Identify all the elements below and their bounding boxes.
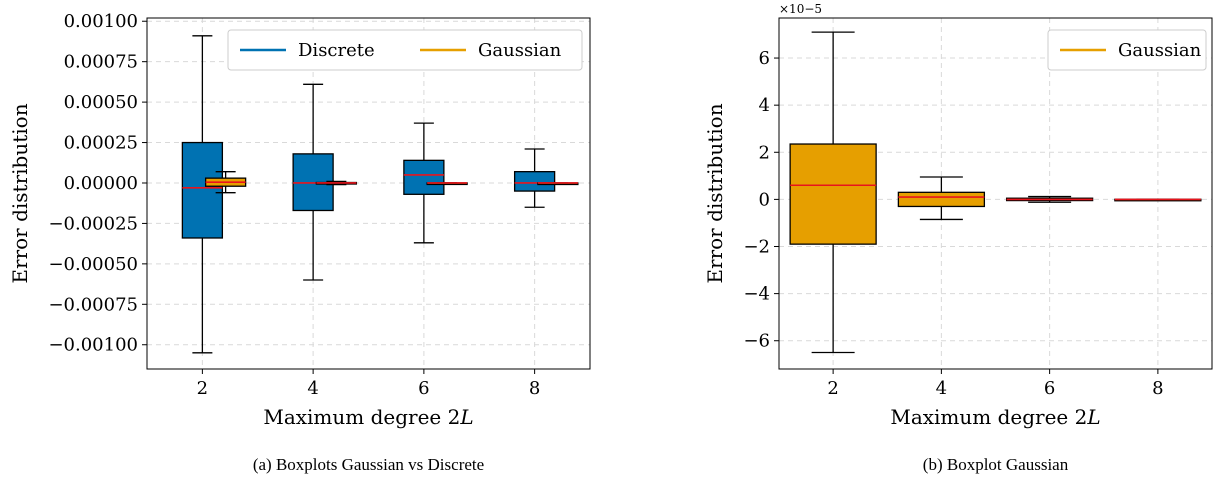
plot-frame-b <box>778 17 1213 370</box>
box-gaussian-4 <box>897 176 986 221</box>
y-tick-label: −6 <box>743 331 770 352</box>
y-tick-label: −2 <box>743 237 770 258</box>
ticks-a: 0.00100 0.00075 0.00050 0.00025 0.00000 −0.00… <box>48 11 540 399</box>
y-axis-label: Error distribution <box>703 103 727 283</box>
y-tick-label: 0.00100 <box>64 11 138 32</box>
x-tick-label: 6 <box>1044 378 1055 399</box>
y-tick-label: 0.00025 <box>64 133 138 154</box>
box-body <box>181 141 224 239</box>
caption-a: (a) Boxplots Gaussian vs Discrete <box>253 455 484 474</box>
legend-label-gaussian: Gaussian <box>478 40 562 61</box>
legend-b: Gaussian <box>1047 29 1207 71</box>
box-gaussian-2 <box>789 31 877 354</box>
y-tick-label: −4 <box>743 284 770 305</box>
box-discrete-2 <box>181 35 224 354</box>
box-gaussian-4 <box>315 180 358 186</box>
box-gaussian-8 <box>1114 198 1202 202</box>
y-tick-label: 2 <box>759 142 770 163</box>
ticks-b: 6 4 2 0 −2 −4 −6 2 4 6 8 <box>743 48 1163 399</box>
y-tick-label: 0 <box>759 189 770 210</box>
y-tick-label: 0.00075 <box>64 52 138 73</box>
y-tick-label: 0.00050 <box>64 92 138 113</box>
boxes-a <box>181 35 579 354</box>
chart-a: 0.00100 0.00075 0.00050 0.00025 0.00000 −0.00… <box>8 11 591 474</box>
x-axis-label: Maximum degree 2L <box>890 405 1100 429</box>
box-body <box>513 171 556 192</box>
box-body <box>897 191 986 208</box>
legend-label-gaussian: Gaussian <box>1118 40 1202 61</box>
x-tick-label: 4 <box>936 378 947 399</box>
box-discrete-6 <box>403 122 445 244</box>
x-tick-label: 6 <box>418 378 429 399</box>
legend-a: Discrete Gaussian <box>227 29 583 71</box>
y-tick-label: −0.00025 <box>48 213 138 234</box>
x-tick-label: 2 <box>827 378 838 399</box>
legend-label-discrete: Discrete <box>298 40 375 61</box>
box-gaussian-8 <box>537 182 579 186</box>
legend-box <box>1047 29 1207 71</box>
boxes-b <box>789 31 1202 354</box>
y-tick-label: −0.00075 <box>48 294 138 315</box>
y-tick-label: −0.00050 <box>48 254 138 275</box>
y-tick-label: 0.00000 <box>64 173 138 194</box>
y-tick-label: 4 <box>759 95 770 116</box>
caption-b: (b) Boxplot Gaussian <box>923 455 1069 474</box>
box-body <box>403 159 445 195</box>
x-tick-label: 4 <box>307 378 318 399</box>
y-multiplier: ×10−5 <box>779 2 822 16</box>
chart-b: 6 4 2 0 −2 −4 −6 2 4 6 8 Gaussian ×10−5 Maximum de… <box>703 2 1213 474</box>
box-body <box>789 143 877 245</box>
legend-box <box>227 29 583 71</box>
y-axis-label: Error distribution <box>8 103 32 283</box>
x-tick-label: 2 <box>197 378 208 399</box>
plot-frame-a <box>146 17 591 370</box>
y-tick-label: 6 <box>759 48 770 69</box>
box-discrete-8 <box>513 148 556 208</box>
x-tick-label: 8 <box>529 378 540 399</box>
box-gaussian-2 <box>204 171 247 194</box>
box-gaussian-6 <box>1005 195 1094 203</box>
y-tick-label: −0.00100 <box>48 335 138 356</box>
x-tick-label: 8 <box>1152 378 1163 399</box>
x-axis-label: Maximum degree 2L <box>263 405 473 429</box>
box-gaussian-6 <box>426 182 468 186</box>
